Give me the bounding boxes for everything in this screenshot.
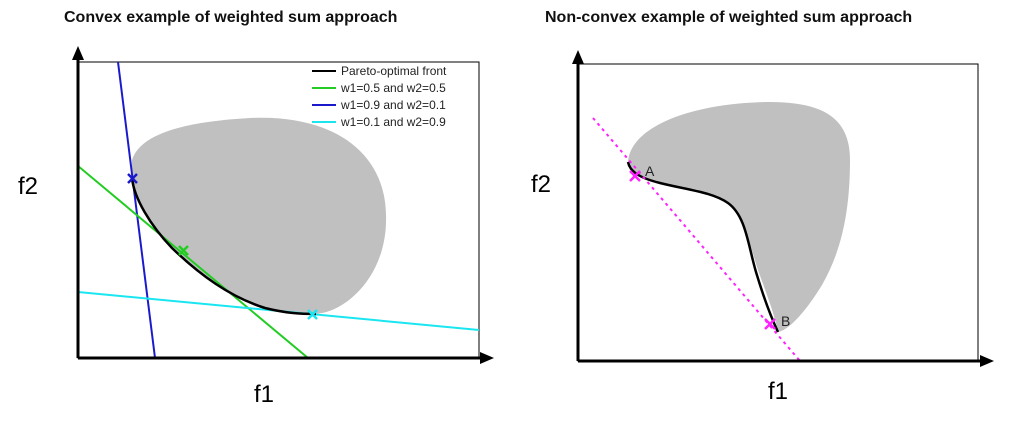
left-pareto-front bbox=[130, 177, 317, 316]
left-y-axis-label: f2 bbox=[18, 173, 39, 200]
left-legend: Pareto-optimal front w1=0.5 and w2=0.5 w… bbox=[312, 64, 447, 129]
right-y-axis-arrow bbox=[572, 50, 584, 64]
marker-blue-optimum bbox=[127, 173, 138, 184]
marker-point-a bbox=[629, 170, 641, 182]
right-y-axis-label: f2 bbox=[531, 171, 552, 198]
left-feasible-region bbox=[132, 117, 387, 315]
left-panel-title: Convex example of weighted sum approach bbox=[64, 9, 398, 26]
marker-green-optimum bbox=[178, 245, 189, 256]
point-b-label: B bbox=[781, 313, 790, 329]
marker-point-b bbox=[764, 318, 776, 330]
right-x-axis-arrow bbox=[980, 355, 994, 367]
left-panel: Pareto-optimal front w1=0.5 and w2=0.5 w… bbox=[72, 46, 494, 364]
legend-label-green: w1=0.5 and w2=0.5 bbox=[340, 81, 446, 95]
right-panel-title: Non-convex example of weighted sum appro… bbox=[545, 9, 913, 26]
line-w1-0.9-w2-0.1 bbox=[117, 62, 156, 358]
right-feasible-region bbox=[628, 102, 850, 332]
left-x-axis-label: f1 bbox=[254, 381, 275, 408]
line-w1-0.5-w2-0.5 bbox=[78, 165, 309, 358]
legend-label-cyan: w1=0.1 and w2=0.9 bbox=[340, 115, 446, 129]
point-a-label: A bbox=[645, 163, 655, 179]
left-x-axis-arrow bbox=[480, 352, 494, 364]
right-x-axis-label: f1 bbox=[768, 378, 789, 405]
right-panel: A B bbox=[572, 50, 994, 367]
legend-label-blue: w1=0.9 and w2=0.1 bbox=[340, 98, 446, 112]
legend-label-pareto: Pareto-optimal front bbox=[341, 64, 447, 78]
left-y-axis-arrow bbox=[72, 46, 84, 60]
right-pareto-front bbox=[626, 161, 780, 333]
marker-cyan-optimum bbox=[307, 309, 318, 320]
